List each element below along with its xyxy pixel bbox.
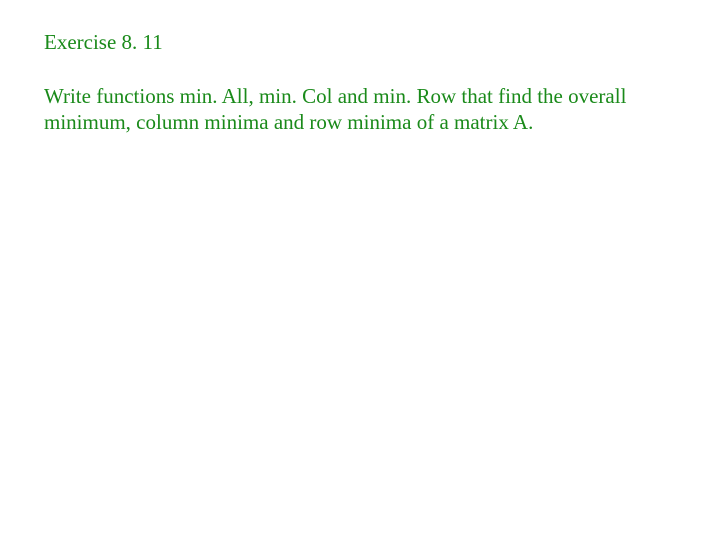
exercise-body: Write functions min. All, min. Col and m… <box>44 83 644 136</box>
exercise-title: Exercise 8. 11 <box>44 30 676 55</box>
slide: Exercise 8. 11 Write functions min. All,… <box>0 0 720 540</box>
